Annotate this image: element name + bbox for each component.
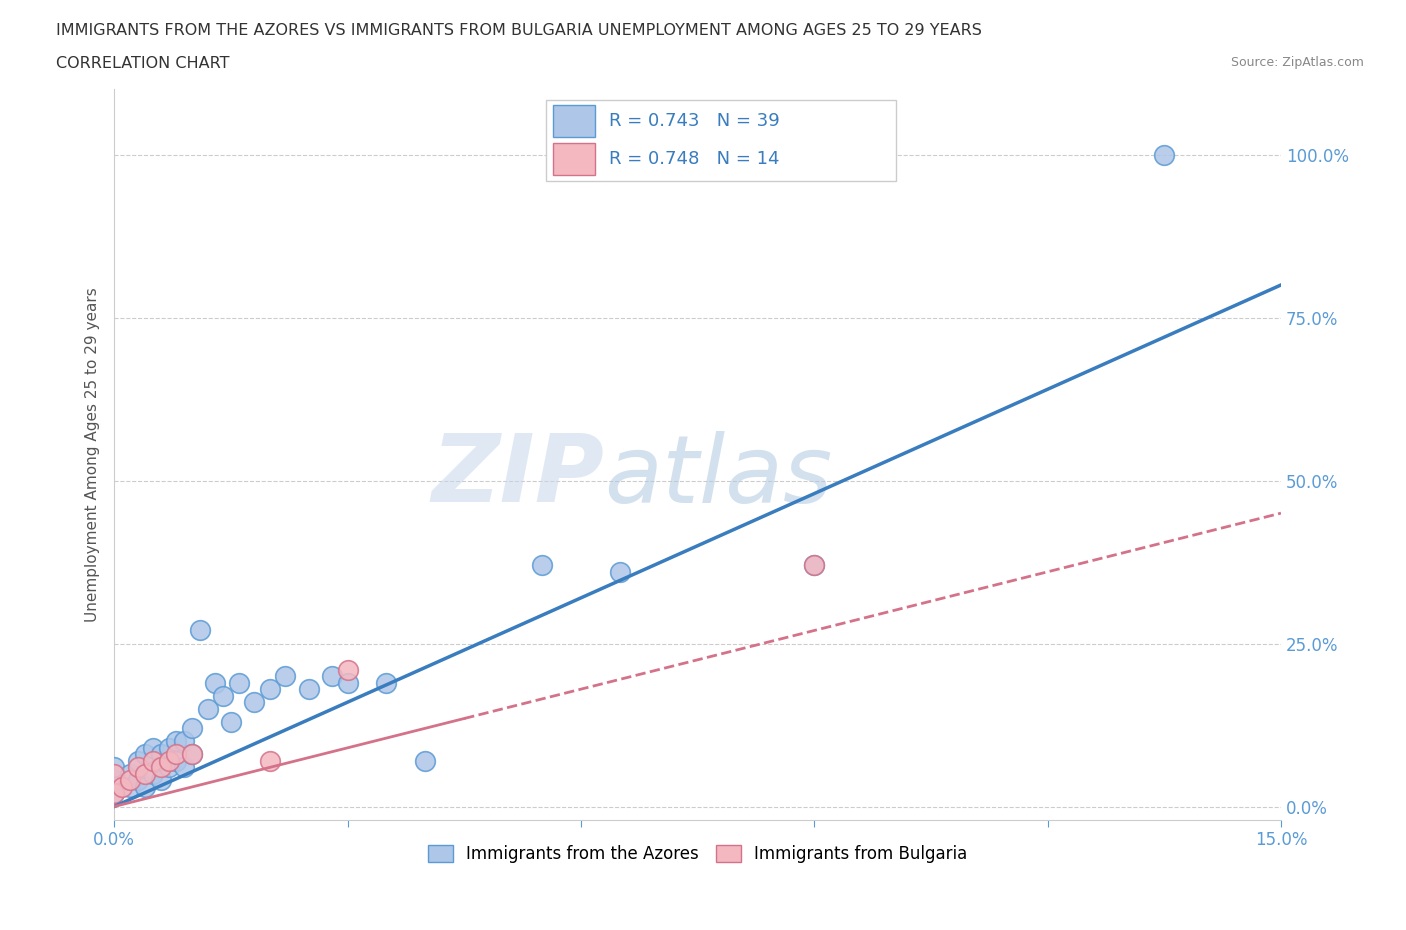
Point — [212, 688, 235, 703]
Point — [197, 701, 219, 716]
Point — [336, 662, 359, 677]
Point — [165, 753, 187, 768]
Point — [142, 740, 165, 755]
Point — [157, 753, 180, 768]
Point — [157, 740, 180, 755]
Text: CORRELATION CHART: CORRELATION CHART — [56, 56, 229, 71]
Point — [1153, 147, 1175, 162]
Point — [165, 747, 187, 762]
Point — [181, 747, 204, 762]
Point — [219, 714, 242, 729]
Point — [173, 760, 195, 775]
Point — [149, 747, 172, 762]
Point — [181, 747, 204, 762]
Point — [118, 779, 141, 794]
Point — [274, 669, 297, 684]
Point — [134, 779, 156, 794]
Point — [165, 734, 187, 749]
Point — [103, 766, 125, 781]
Point — [228, 675, 250, 690]
Y-axis label: Unemployment Among Ages 25 to 29 years: Unemployment Among Ages 25 to 29 years — [86, 287, 100, 622]
Point — [127, 773, 149, 788]
Point — [530, 558, 553, 573]
Text: Source: ZipAtlas.com: Source: ZipAtlas.com — [1230, 56, 1364, 69]
Point — [134, 747, 156, 762]
Point — [103, 786, 125, 801]
Point — [336, 675, 359, 690]
Point — [181, 721, 204, 736]
Point — [259, 753, 281, 768]
Point — [803, 558, 825, 573]
Point — [375, 675, 398, 690]
Point — [609, 565, 631, 579]
Legend: Immigrants from the Azores, Immigrants from Bulgaria: Immigrants from the Azores, Immigrants f… — [422, 838, 974, 870]
Point — [259, 682, 281, 697]
Text: ZIP: ZIP — [432, 431, 605, 523]
Point — [803, 558, 825, 573]
Point — [415, 753, 437, 768]
Point — [118, 766, 141, 781]
Point — [298, 682, 321, 697]
Point — [127, 753, 149, 768]
Point — [173, 734, 195, 749]
Point — [149, 773, 172, 788]
Point — [127, 760, 149, 775]
Text: atlas: atlas — [605, 431, 832, 522]
Point — [157, 760, 180, 775]
Point — [118, 773, 141, 788]
Point — [142, 753, 165, 768]
Point — [103, 786, 125, 801]
Point — [111, 779, 134, 794]
Point — [134, 766, 156, 781]
Point — [321, 669, 343, 684]
Text: IMMIGRANTS FROM THE AZORES VS IMMIGRANTS FROM BULGARIA UNEMPLOYMENT AMONG AGES 2: IMMIGRANTS FROM THE AZORES VS IMMIGRANTS… — [56, 23, 983, 38]
Point — [204, 675, 226, 690]
Point — [188, 623, 211, 638]
Point — [103, 760, 125, 775]
Point — [103, 773, 125, 788]
Point — [243, 695, 266, 710]
Point — [149, 760, 172, 775]
Point — [142, 766, 165, 781]
